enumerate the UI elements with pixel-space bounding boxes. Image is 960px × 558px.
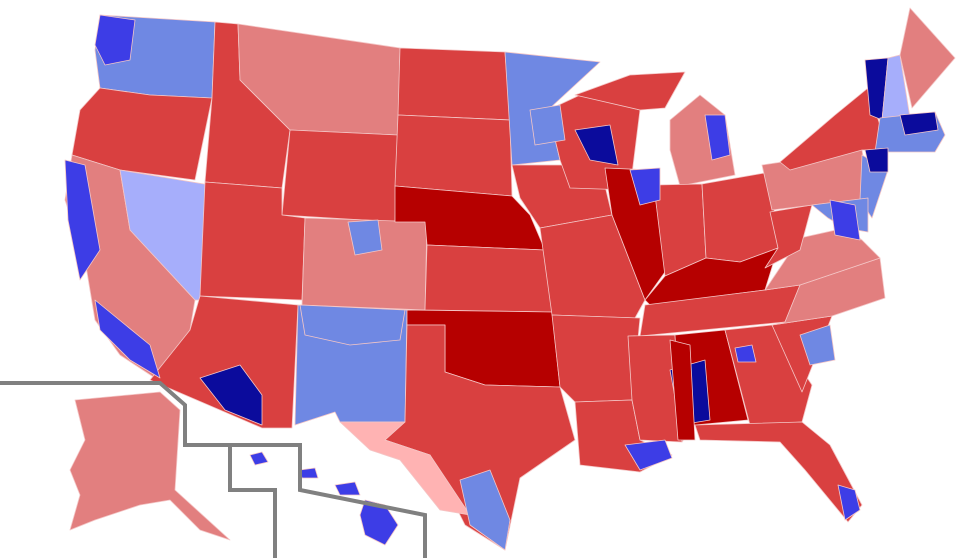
region-wyoming (281, 129, 399, 223)
region-florida (694, 421, 863, 523)
region-metro-nyc (864, 147, 889, 173)
region-oregon (71, 87, 213, 181)
region-metro-south-florida (837, 484, 861, 521)
region-metro-bay-area (64, 159, 101, 281)
region-metro-chicago (629, 167, 661, 206)
region-metro-seattle (94, 14, 136, 66)
region-arkansas (551, 314, 641, 403)
hawaii-inset-border (230, 443, 427, 558)
alaska-inset-border (0, 381, 277, 558)
region-metro-denver (347, 219, 383, 256)
region-north-dakota (397, 47, 511, 121)
region-metro-houston (459, 469, 511, 551)
inset-borders (0, 381, 427, 558)
region-missouri (539, 214, 646, 319)
region-metro-albuquerque (299, 304, 406, 346)
region-metro-charlotte (799, 324, 836, 366)
region-michigan-upper (574, 71, 686, 111)
region-alaska (69, 391, 231, 541)
region-hawaii2 (299, 467, 319, 479)
region-metro-boston (899, 111, 939, 136)
region-metro-minneapolis (529, 104, 566, 146)
district-regions (64, 7, 956, 551)
region-south-dakota (394, 114, 513, 197)
region-metro-madison (574, 124, 619, 166)
region-metro-atlanta (734, 344, 757, 363)
region-nevada (119, 169, 211, 301)
region-metro-detroit (704, 114, 731, 161)
region-metro-phoenix (199, 364, 263, 426)
region-maine (899, 7, 956, 109)
region-kansas (424, 244, 553, 313)
region-metro-dc (829, 199, 861, 241)
region-hawaii3 (334, 481, 361, 496)
region-metro-new-orleans (624, 439, 673, 471)
region-metro-la (94, 299, 161, 379)
region-hawaii (249, 451, 269, 466)
region-metro-memphis-la (669, 339, 696, 441)
